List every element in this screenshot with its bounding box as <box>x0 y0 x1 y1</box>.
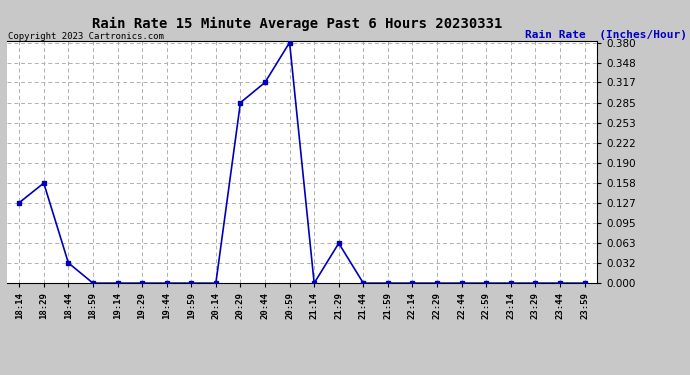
Text: Copyright 2023 Cartronics.com: Copyright 2023 Cartronics.com <box>8 32 164 41</box>
Text: Rain Rate  (Inches/Hour): Rain Rate (Inches/Hour) <box>524 30 687 40</box>
Text: Rain Rate 15 Minute Average Past 6 Hours 20230331: Rain Rate 15 Minute Average Past 6 Hours… <box>92 17 502 31</box>
